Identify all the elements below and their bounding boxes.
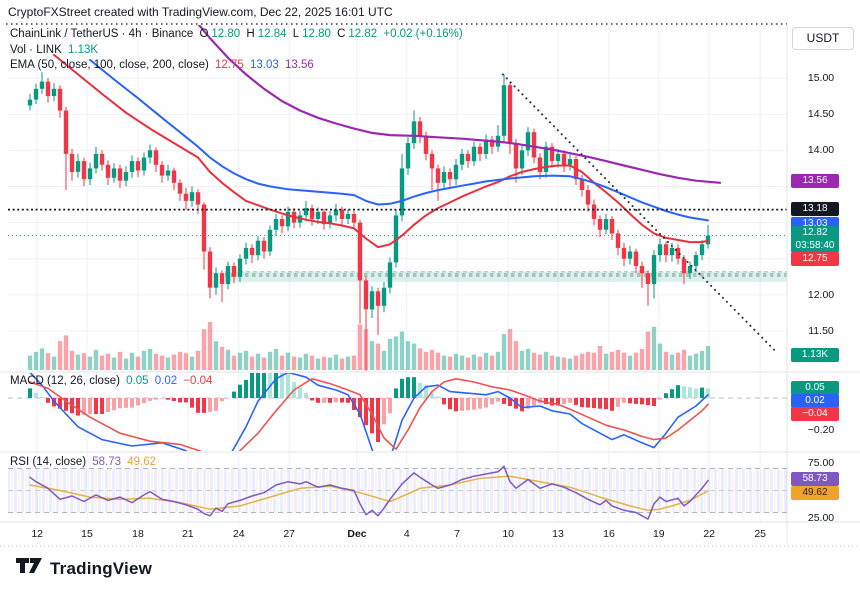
price-axis-label[interactable]: 12.00 — [807, 288, 835, 301]
time-axis-label[interactable]: 24 — [232, 528, 245, 540]
high-label: H — [246, 28, 255, 40]
rsi-label: RSI (14, close) — [10, 456, 87, 468]
ema-label: EMA (50, close, 100, close, 200, close) — [10, 59, 209, 71]
high-value: 12.84 — [257, 28, 287, 40]
time-axis-label[interactable]: 16 — [603, 528, 615, 540]
axis-price-badge: 13.56 — [791, 174, 839, 188]
axis-price-badge: 49.62 — [791, 486, 839, 500]
currency-toggle-button[interactable]: USDT — [792, 27, 854, 50]
time-axis-label[interactable]: 21 — [181, 528, 194, 540]
axis-price-badge: 0.02 — [791, 394, 839, 408]
time-axis-label[interactable]: 19 — [652, 528, 665, 540]
time-axis-label[interactable]: 4 — [403, 528, 410, 540]
symbol-legend: ChainLink / TetherUS · 4h · Binance O 12.… — [10, 28, 466, 40]
time-axis-label[interactable]: 18 — [132, 528, 144, 540]
ema200-value: 13.56 — [284, 59, 314, 71]
axis-price-badge: 13.18 — [791, 202, 839, 216]
low-label: L — [292, 28, 300, 40]
volume-label: Vol · LINK — [10, 44, 62, 56]
axis-price-badge: −0.04 — [791, 407, 839, 421]
rsi-legend: RSI (14, close) 58.73 49.62 — [10, 456, 159, 468]
close-value: 12.82 — [348, 28, 378, 40]
open-label: O — [199, 28, 209, 40]
ema-legend: EMA (50, close, 100, close, 200, close) … — [10, 59, 317, 71]
time-axis-label[interactable]: Dec — [347, 528, 367, 540]
time-axis-label[interactable]: 12 — [31, 528, 44, 540]
change-value: +0.02 (+0.16%) — [383, 28, 463, 40]
volume-value: 1.13K — [67, 44, 99, 56]
price-axis-label[interactable]: 11.50 — [808, 325, 834, 338]
macd-legend: MACD (12, 26, close) 0.05 0.02 −0.04 — [10, 375, 215, 387]
chart-caption: CryptoFXStreet created with TradingView.… — [8, 5, 393, 19]
volume-legend: Vol · LINK 1.13K — [10, 44, 101, 56]
axis-price-badge: 12.75 — [791, 252, 839, 266]
time-axis-label[interactable]: 15 — [81, 528, 93, 540]
low-value: 12.80 — [302, 28, 331, 40]
open-value: 12.80 — [211, 28, 241, 40]
time-axis-label[interactable]: 10 — [502, 528, 515, 540]
price-axis-label[interactable]: 14.50 — [807, 108, 835, 121]
rsi-axis-label[interactable]: 25.00 — [807, 512, 835, 524]
time-axis-label[interactable]: 25 — [754, 528, 767, 540]
macd-axis-label[interactable]: −0.20 — [807, 424, 835, 436]
macd-signal-value: −0.04 — [183, 375, 213, 387]
axis-price-badge: 1.13K — [791, 348, 839, 362]
macd-hist-value: 0.05 — [126, 375, 149, 387]
tradingview-mark-icon — [16, 558, 42, 573]
symbol-title: ChainLink / TetherUS · 4h · Binance — [10, 28, 194, 40]
tradingview-logo-text: TradingView — [50, 559, 153, 578]
rsi-value: 58.73 — [92, 456, 122, 468]
axis-price-badge: 0.05 — [791, 381, 839, 395]
close-label: C — [337, 28, 346, 40]
rsi-ma-value: 49.62 — [127, 456, 157, 468]
macd-label: MACD (12, 26, close) — [10, 375, 120, 387]
time-axis-label[interactable]: 7 — [454, 528, 461, 540]
rsi-axis-label[interactable]: 75.00 — [807, 457, 835, 469]
axis-price-badge: 58.73 — [791, 472, 839, 486]
price-axis-label[interactable]: 15.00 — [807, 72, 835, 84]
macd-line-value: 0.02 — [154, 375, 178, 387]
ema100-value: 13.03 — [249, 59, 279, 71]
price-axis-label[interactable]: 14.00 — [807, 144, 835, 157]
current-price-badge: 12.82 03:58:40 — [791, 226, 839, 253]
tradingview-logo[interactable]: TradingView — [16, 558, 152, 580]
time-axis-label[interactable]: 22 — [703, 528, 716, 540]
time-axis-label[interactable]: 13 — [552, 528, 564, 540]
time-axis-label[interactable]: 27 — [283, 528, 296, 540]
ema50-value: 12.75 — [215, 59, 244, 71]
